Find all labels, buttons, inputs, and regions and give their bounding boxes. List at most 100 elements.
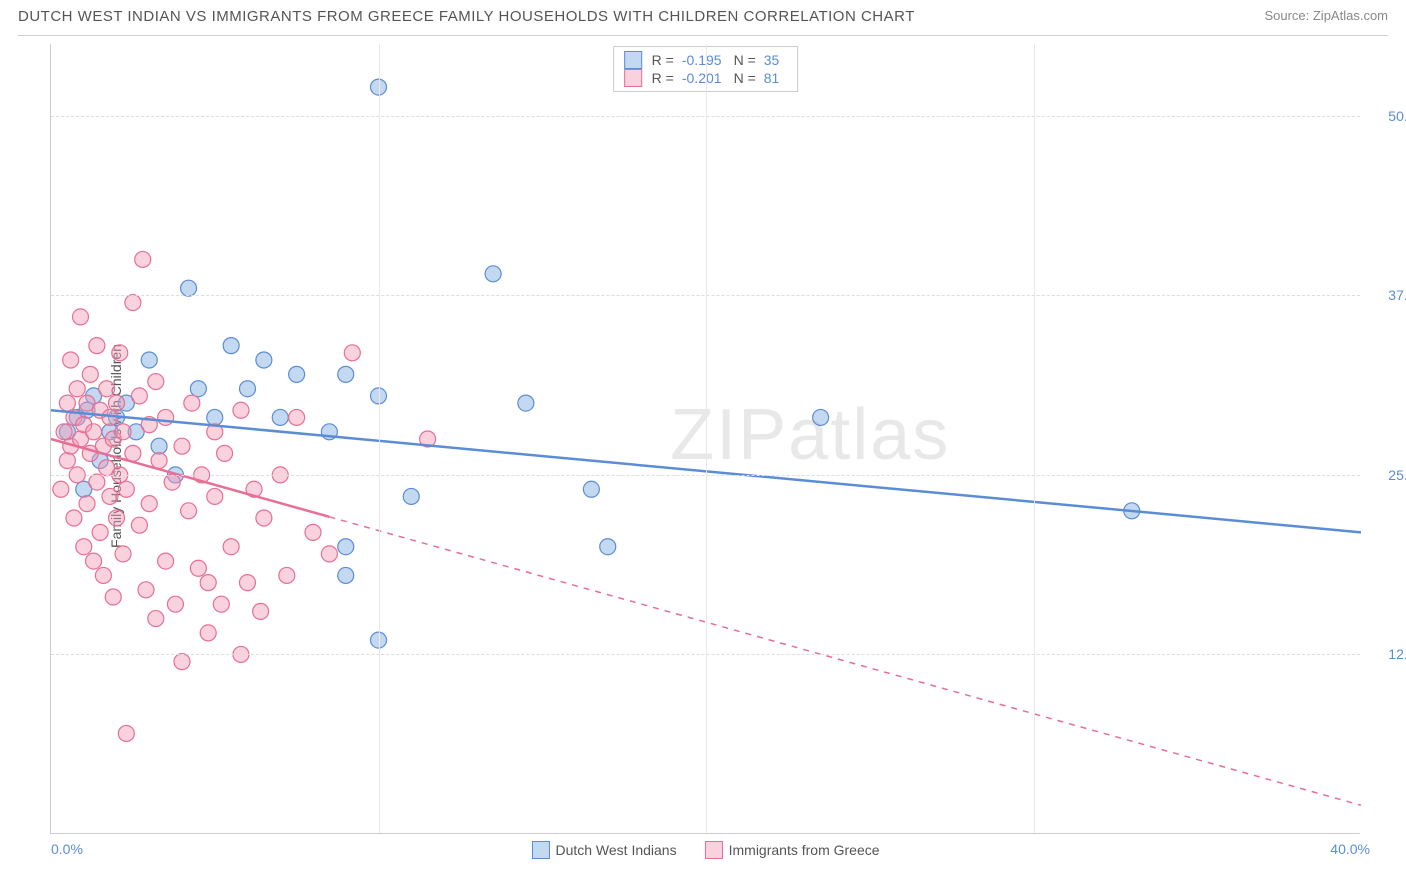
data-point — [76, 539, 92, 555]
data-point — [181, 503, 197, 519]
data-point — [338, 366, 354, 382]
gridline-v — [706, 44, 707, 833]
data-point — [167, 596, 183, 612]
data-point — [86, 424, 102, 440]
data-point — [151, 453, 167, 469]
data-point — [181, 280, 197, 296]
x-tick-label: 40.0% — [1330, 841, 1370, 857]
data-point — [63, 352, 79, 368]
data-point — [253, 603, 269, 619]
data-point — [72, 309, 88, 325]
data-point — [518, 395, 534, 411]
legend-n-value: 81 — [764, 70, 780, 86]
y-tick-label: 25.0% — [1368, 467, 1406, 483]
y-tick-label: 37.5% — [1368, 287, 1406, 303]
data-point — [109, 395, 125, 411]
data-point — [305, 524, 321, 540]
data-point — [240, 575, 256, 591]
data-point — [289, 409, 305, 425]
data-point — [256, 510, 272, 526]
data-point — [125, 295, 141, 311]
data-point — [118, 725, 134, 741]
legend-swatch — [624, 51, 642, 69]
data-point — [233, 402, 249, 418]
y-tick-label: 50.0% — [1368, 108, 1406, 124]
data-point — [141, 352, 157, 368]
data-point — [59, 395, 75, 411]
data-point — [86, 553, 102, 569]
data-point — [158, 409, 174, 425]
data-point — [158, 553, 174, 569]
data-point — [321, 546, 337, 562]
data-point — [95, 567, 111, 583]
chart-plot-area: ZIPatlas R =-0.195N =35R =-0.201N =81 Du… — [50, 44, 1360, 834]
legend-n-label: N = — [734, 52, 756, 68]
y-tick-label: 12.5% — [1368, 646, 1406, 662]
legend-swatch — [531, 841, 549, 859]
data-point — [207, 409, 223, 425]
data-point — [174, 438, 190, 454]
data-point — [102, 488, 118, 504]
legend-n-label: N = — [734, 70, 756, 86]
series-legend: Dutch West Indians Immigrants from Greece — [531, 841, 879, 859]
data-point — [403, 488, 419, 504]
legend-series-item: Immigrants from Greece — [705, 841, 880, 859]
data-point — [141, 496, 157, 512]
data-point — [66, 510, 82, 526]
data-point — [190, 560, 206, 576]
data-point — [138, 582, 154, 598]
data-point — [813, 409, 829, 425]
data-point — [190, 381, 206, 397]
data-point — [583, 481, 599, 497]
data-point — [59, 453, 75, 469]
data-point — [69, 381, 85, 397]
x-tick-label: 0.0% — [51, 841, 83, 857]
data-point — [125, 445, 141, 461]
data-point — [338, 539, 354, 555]
data-point — [256, 352, 272, 368]
data-point — [184, 395, 200, 411]
gridline-v — [1034, 44, 1035, 833]
chart-source: Source: ZipAtlas.com — [1264, 8, 1388, 23]
data-point — [148, 374, 164, 390]
data-point — [289, 366, 305, 382]
data-point — [485, 266, 501, 282]
data-point — [89, 338, 105, 354]
gridline-v — [379, 44, 380, 833]
data-point — [164, 474, 180, 490]
legend-swatch — [705, 841, 723, 859]
legend-r-label: R = — [652, 52, 674, 68]
chart-title: DUTCH WEST INDIAN VS IMMIGRANTS FROM GRE… — [18, 8, 915, 25]
legend-r-value: -0.201 — [682, 70, 722, 86]
chart-header: DUTCH WEST INDIAN VS IMMIGRANTS FROM GRE… — [18, 8, 1388, 36]
data-point — [338, 567, 354, 583]
data-point — [56, 424, 72, 440]
data-point — [223, 539, 239, 555]
data-point — [112, 345, 128, 361]
data-point — [131, 517, 147, 533]
data-point — [99, 381, 115, 397]
legend-series-item: Dutch West Indians — [531, 841, 676, 859]
data-point — [207, 488, 223, 504]
data-point — [200, 625, 216, 641]
data-point — [279, 567, 295, 583]
data-point — [115, 424, 131, 440]
data-point — [105, 589, 121, 605]
legend-n-value: 35 — [764, 52, 780, 68]
data-point — [53, 481, 69, 497]
legend-swatch — [624, 69, 642, 87]
data-point — [151, 438, 167, 454]
data-point — [174, 654, 190, 670]
legend-series-name: Immigrants from Greece — [729, 842, 880, 858]
legend-r-label: R = — [652, 70, 674, 86]
data-point — [92, 524, 108, 540]
legend-r-value: -0.195 — [682, 52, 722, 68]
data-point — [600, 539, 616, 555]
trendline-dashed — [329, 517, 1361, 805]
data-point — [213, 596, 229, 612]
data-point — [240, 381, 256, 397]
data-point — [131, 388, 147, 404]
data-point — [223, 338, 239, 354]
data-point — [200, 575, 216, 591]
data-point — [82, 366, 98, 382]
